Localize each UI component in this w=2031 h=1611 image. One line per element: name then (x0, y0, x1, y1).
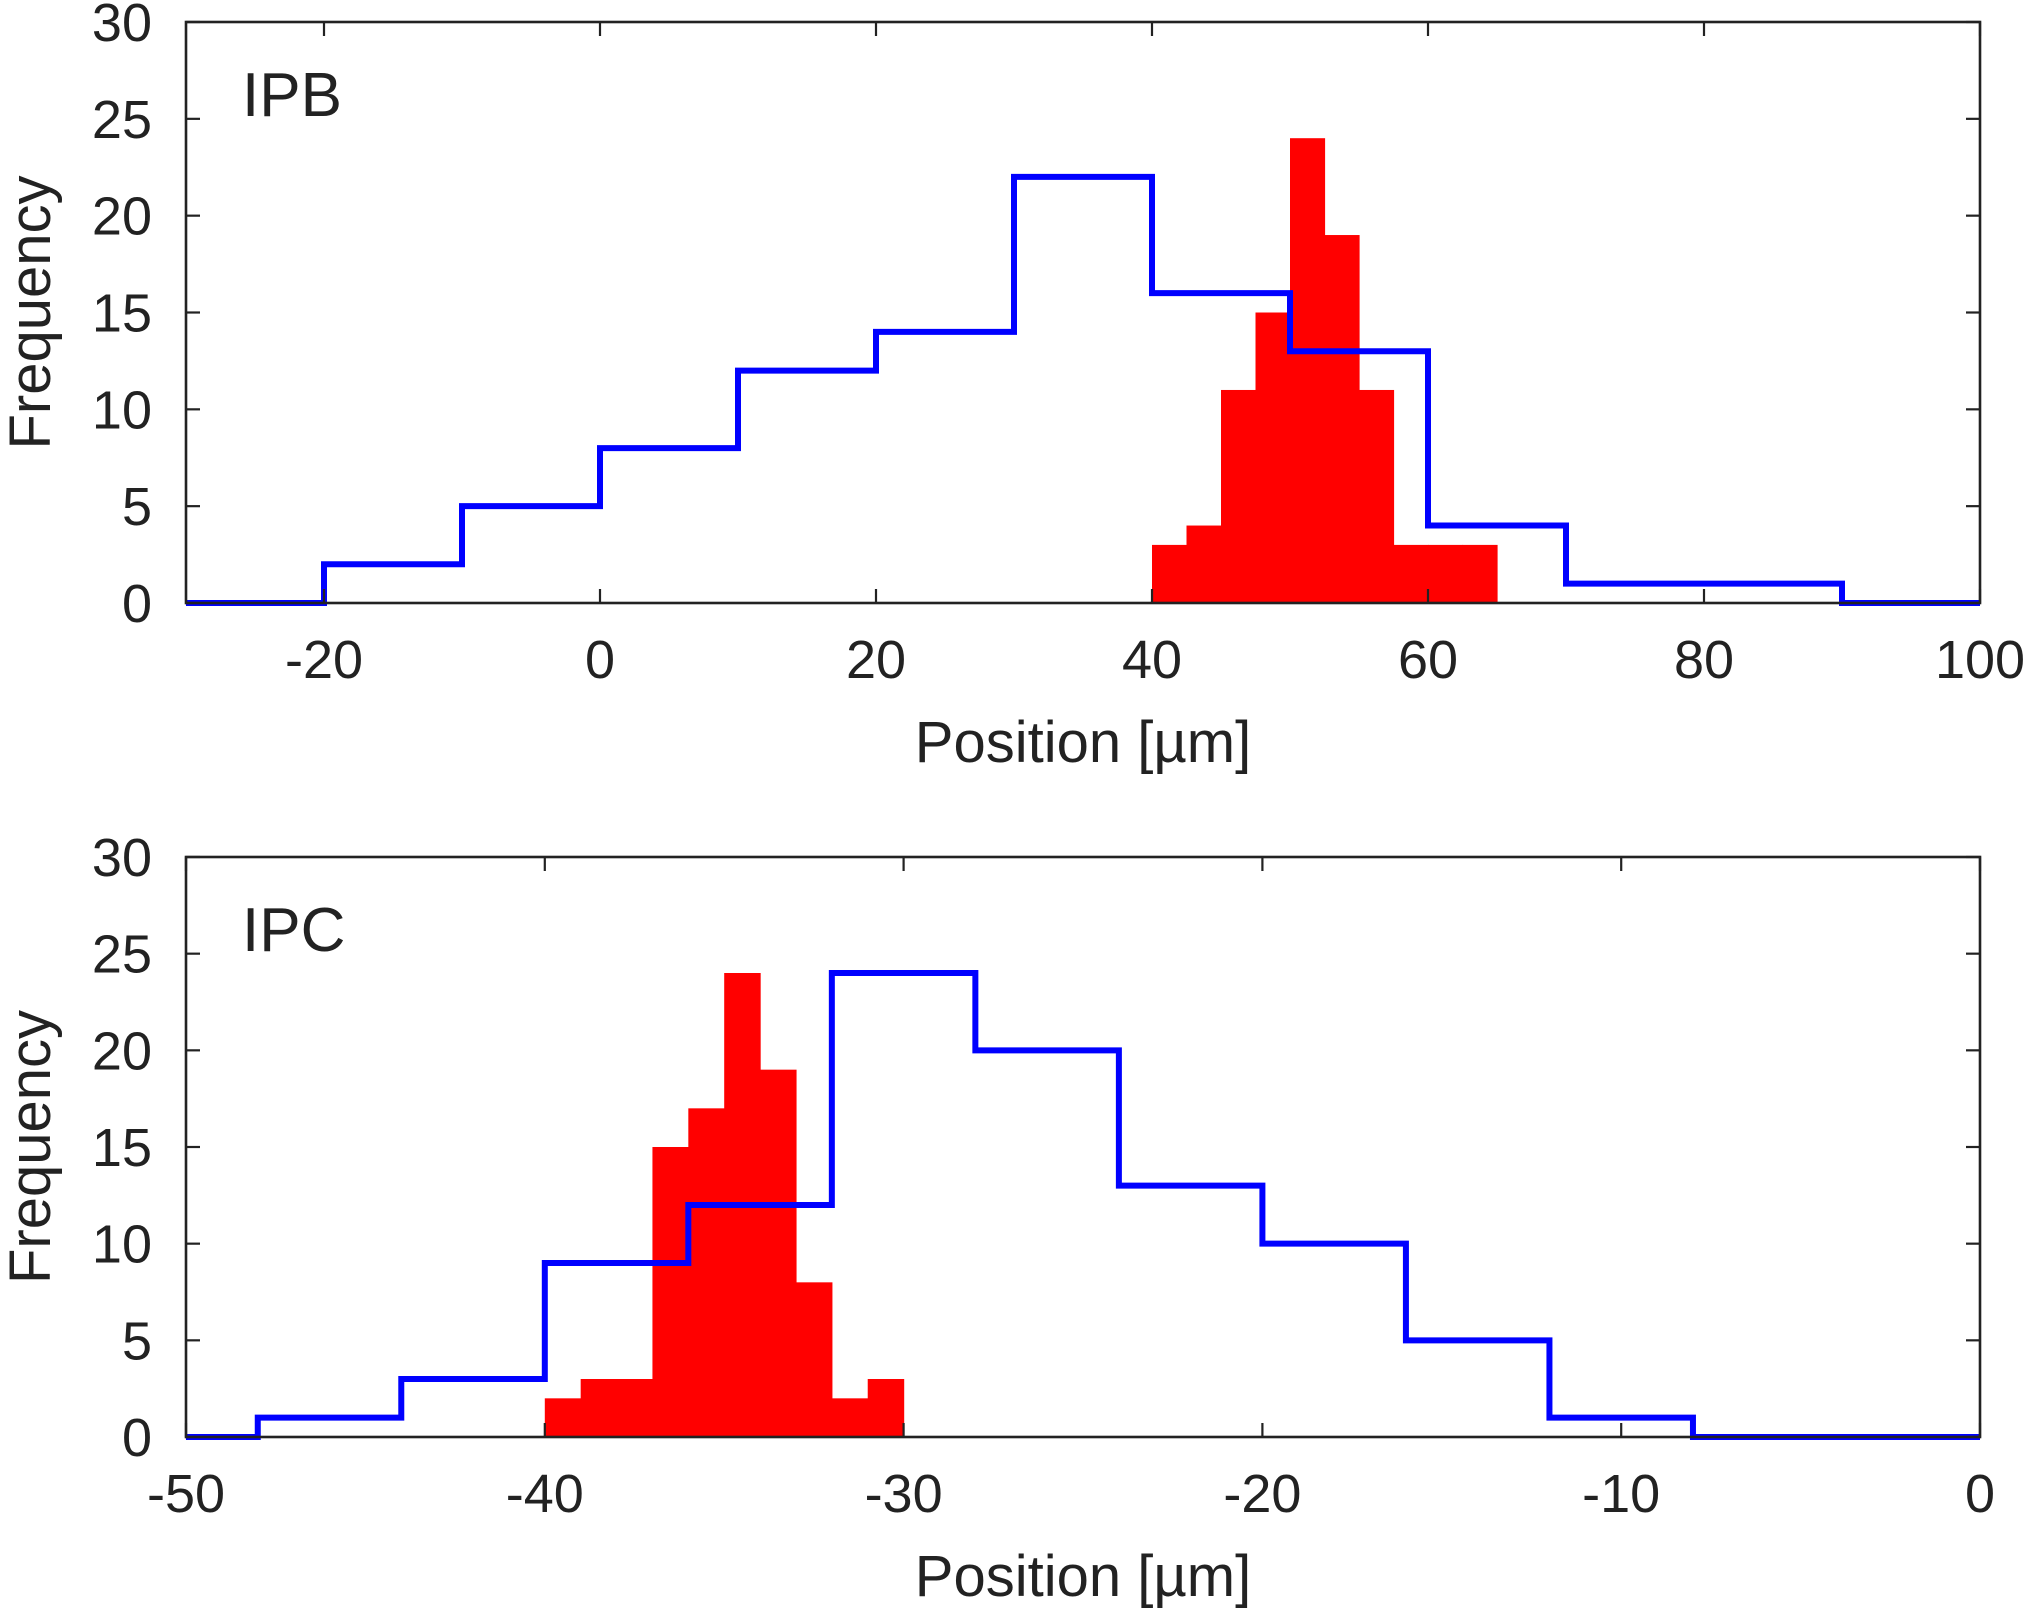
histogram-bar (580, 1379, 618, 1437)
x-tick-label: 20 (846, 630, 906, 690)
histogram-bar (867, 1379, 905, 1437)
x-axis-label: Position [µm] (915, 1544, 1251, 1609)
blue-step-histogram-line (186, 173, 1980, 606)
histogram-bar (652, 1147, 689, 1437)
x-tick-label: 60 (1398, 630, 1458, 690)
axes-frame (184, 855, 1982, 1439)
histogram-bar (1462, 544, 1498, 603)
panel-label: IPC (242, 896, 345, 965)
panel-label: IPB (242, 61, 342, 130)
blue-step-histogram-line (186, 970, 1980, 1440)
x-tick-label: -30 (865, 1464, 943, 1524)
x-tick-label: -10 (1582, 1464, 1660, 1524)
y-tick-label: 5 (122, 1311, 152, 1371)
axis-ticks (186, 20, 1982, 605)
y-tick-labels: 0 5 10 15 20 25 30 (92, 0, 152, 634)
y-tick-label: 0 (122, 1408, 152, 1468)
x-axis-label: Position [µm] (915, 710, 1251, 775)
histogram-bar (795, 1282, 833, 1437)
x-tick-label: -50 (147, 1464, 225, 1524)
histogram-bar (1393, 544, 1429, 603)
y-axis-label: Frequency (0, 175, 63, 449)
histogram-bar (1221, 389, 1257, 603)
x-tick-labels: -20 0 20 40 60 80 100 (285, 630, 2025, 690)
x-tick-label: 40 (1122, 630, 1182, 690)
x-tick-label: -20 (1223, 1464, 1301, 1524)
y-tick-label: 10 (92, 380, 152, 440)
histogram-bar (1186, 525, 1222, 603)
histogram-bar (1428, 544, 1464, 603)
y-tick-labels: 0 5 10 15 20 25 30 (92, 828, 152, 1468)
histogram-bar (1324, 235, 1360, 604)
y-tick-label: 30 (92, 828, 152, 888)
y-tick-label: 20 (92, 187, 152, 247)
x-tick-label: 0 (1965, 1464, 1995, 1524)
histogram-bar (1255, 312, 1291, 603)
y-tick-label: 20 (92, 1021, 152, 1081)
x-tick-label: -40 (506, 1464, 584, 1524)
y-tick-label: 15 (92, 284, 152, 344)
axes-frame (184, 20, 1982, 605)
histogram-bar (831, 1398, 869, 1437)
histogram-bar (616, 1379, 654, 1437)
red-histogram-bars (1152, 138, 1498, 604)
histogram-panel-ipb: -20 0 20 40 60 80 100 0 5 10 15 20 25 30 Position [µ… (0, 0, 2025, 775)
y-tick-label: 5 (122, 477, 152, 537)
histogram-bar (544, 1398, 582, 1437)
y-tick-label: 10 (92, 1215, 152, 1275)
x-tick-label: 100 (1935, 630, 2025, 690)
x-tick-label: -20 (285, 630, 363, 690)
y-tick-label: 25 (92, 90, 152, 150)
y-axis-label: Frequency (0, 1010, 63, 1284)
histogram-bar (688, 1108, 725, 1437)
x-tick-labels: -50 -40 -30 -20 -10 0 (147, 1464, 1995, 1524)
histogram-panel-ipc: -50 -40 -30 -20 -10 0 0 5 10 15 20 25 30 Position [… (0, 828, 1995, 1609)
y-tick-label: 30 (92, 0, 152, 53)
y-tick-label: 25 (92, 925, 152, 985)
red-histogram-bars (544, 973, 905, 1437)
histogram-bar (760, 1069, 797, 1437)
histogram-bar (1152, 544, 1188, 603)
y-tick-label: 0 (122, 574, 152, 634)
histogram-bar (1359, 389, 1395, 603)
x-tick-label: 0 (585, 630, 615, 690)
histogram-bar (1290, 138, 1326, 603)
y-tick-label: 15 (92, 1118, 152, 1178)
axis-ticks (184, 855, 1982, 1439)
x-tick-label: 80 (1674, 630, 1734, 690)
